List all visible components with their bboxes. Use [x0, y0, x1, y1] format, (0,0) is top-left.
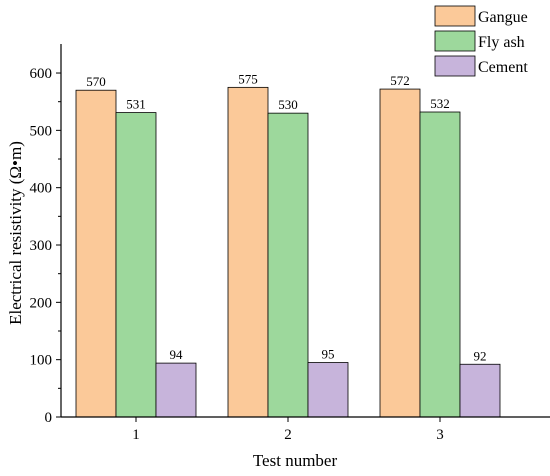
- x-tick-label: 3: [436, 427, 444, 443]
- bar-cement-test-2: [307, 362, 349, 418]
- y-tick-label: 200: [30, 295, 53, 311]
- data-label-gangue-test-1: 570: [86, 74, 106, 89]
- x-ticks-group: 1 2 3: [132, 417, 444, 443]
- x-tick-label: 2: [284, 427, 292, 443]
- data-label-fly-ash-test-1: 531: [126, 97, 146, 112]
- data-label-gangue-test-2: 575: [238, 71, 258, 86]
- bar-fly-ash-test-2: [267, 112, 309, 418]
- bar-gangue-test-1: [75, 89, 117, 418]
- data-label-cement-test-3: 92: [474, 348, 487, 363]
- bar-fly-ash-test-1: [115, 112, 157, 418]
- y-tick-label: 500: [30, 123, 53, 139]
- axes-group: [60, 44, 550, 418]
- x-tick-label: 1: [132, 427, 140, 443]
- bar-cement-test-3: [459, 363, 501, 418]
- data-label-cement-test-1: 94: [170, 347, 184, 362]
- data-label-fly-ash-test-2: 530: [278, 97, 298, 112]
- bar-cement-test-1: [155, 362, 197, 418]
- legend: Gangue Fly ash Cement: [434, 5, 528, 77]
- y-tick-label: 300: [30, 238, 53, 254]
- y-tick-label: 400: [30, 181, 53, 197]
- y-tick-label: 100: [30, 353, 53, 369]
- bar-fly-ash-test-3: [419, 111, 461, 418]
- legend-label-cement: Cement: [478, 59, 528, 76]
- y-tick-label: 0: [45, 410, 53, 426]
- data-label-cement-test-2: 95: [322, 347, 335, 362]
- legend-swatch-cement: [434, 55, 476, 77]
- legend-swatch-fly-ash: [434, 30, 476, 52]
- y-tick-label: 600: [30, 66, 53, 82]
- data-label-gangue-test-3: 572: [390, 73, 410, 88]
- y-axis-title: Electrical resistivity (Ω•m): [6, 141, 25, 325]
- legend-label-gangue: Gangue: [478, 9, 528, 26]
- legend-label-fly-ash: Fly ash: [478, 34, 525, 51]
- x-axis-title: Test number: [253, 451, 338, 470]
- data-labels-group: 570 531 94 575 530 95 572 532 92: [86, 71, 486, 363]
- data-label-fly-ash-test-3: 532: [430, 96, 450, 111]
- bar-gangue-test-3: [379, 88, 421, 418]
- bars-group: [75, 86, 501, 418]
- y-ticks-group: 0 100 200 300 400 500 600: [30, 66, 61, 426]
- legend-swatch-gangue: [434, 5, 476, 27]
- bar-gangue-test-2: [227, 86, 269, 418]
